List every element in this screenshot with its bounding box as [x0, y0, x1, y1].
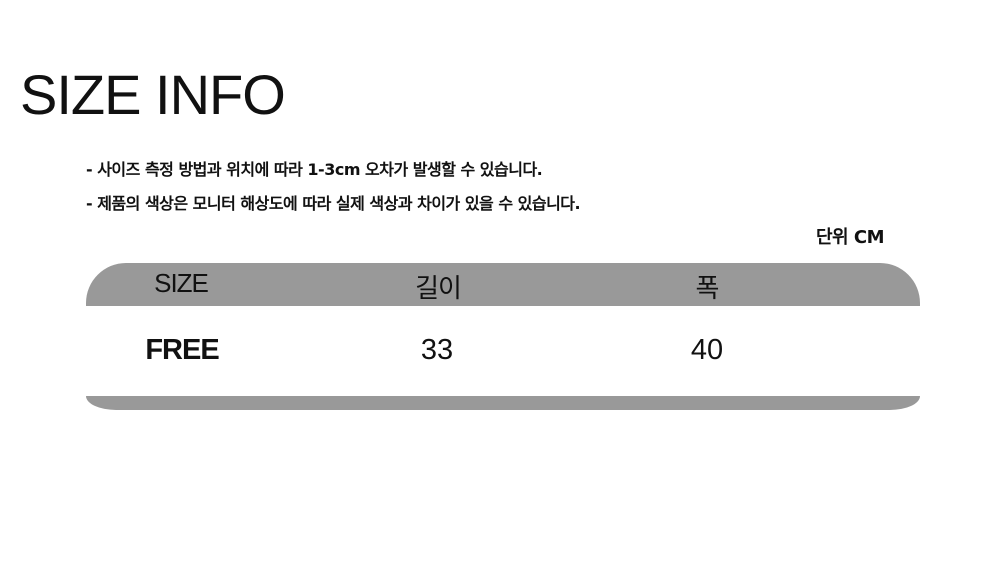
note-measurement: - 사이즈 측정 방법과 위치에 따라 1-3cm 오차가 발생할 수 있습니다… [86, 160, 543, 179]
header-size: SIZE [154, 268, 209, 298]
note-color: - 제품의 색상은 모니터 해상도에 따라 실제 색상과 차이가 있을 수 있습… [86, 194, 581, 213]
header-length: 길이 [415, 273, 462, 303]
page-title: SIZE INFO [20, 63, 286, 126]
cell-size: FREE [145, 334, 219, 366]
header-width: 폭 [695, 273, 720, 303]
cell-length: 33 [420, 334, 454, 366]
table-footer-bar [86, 396, 920, 410]
unit-label: 단위 CM [816, 227, 885, 248]
cell-width: 40 [690, 334, 724, 366]
table-header-bar [86, 263, 920, 306]
